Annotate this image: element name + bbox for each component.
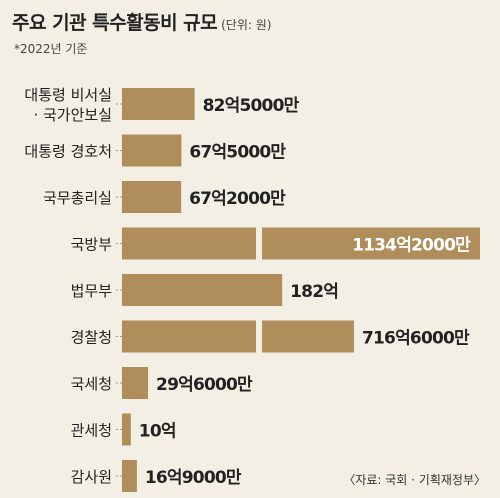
bar [122,274,283,306]
unit-label: (단위: 원) [221,18,272,32]
chart-header: 주요 기관 특수활동비 규모 (단위: 원) [12,8,271,35]
data-label: 1134억2000만 [352,236,471,256]
bar [122,134,182,167]
bar [122,88,195,120]
data-label: 29억6000만 [156,375,253,395]
data-label: 182억 [290,282,338,302]
bar [122,460,137,492]
category-label: 감사원 [71,468,112,486]
axis-break [256,319,262,354]
data-label: 716억6000만 [362,329,470,349]
category-label: 법무부 [71,282,113,300]
category-label: 관세청 [71,422,112,440]
data-label: 67억5000만 [189,143,286,163]
source-note: 〈자료: 국회 · 기획재정부〉 [343,473,486,487]
data-label: 82억5000만 [203,96,300,116]
axis-break [256,226,262,261]
data-label: 67억2000만 [189,189,286,209]
category-label: 대통령 비서실 [24,86,112,104]
bar [122,367,149,399]
category-label: · 국가안보실 [33,106,112,124]
bar [122,227,480,260]
category-label: 경찰청 [71,329,112,347]
category-label: 국무총리실 [43,189,112,207]
data-label: 10억 [139,422,176,442]
footnote: *2022년 기준 [14,42,88,56]
chart-title: 주요 기관 특수활동비 규모 [12,12,218,34]
data-label: 16억9000만 [145,468,242,488]
bar [122,413,131,446]
category-label: 국방부 [71,236,113,254]
category-label: 대통령 경호처 [24,143,112,161]
bar [122,181,182,213]
category-label: 국세청 [71,375,112,393]
bar [122,320,354,353]
